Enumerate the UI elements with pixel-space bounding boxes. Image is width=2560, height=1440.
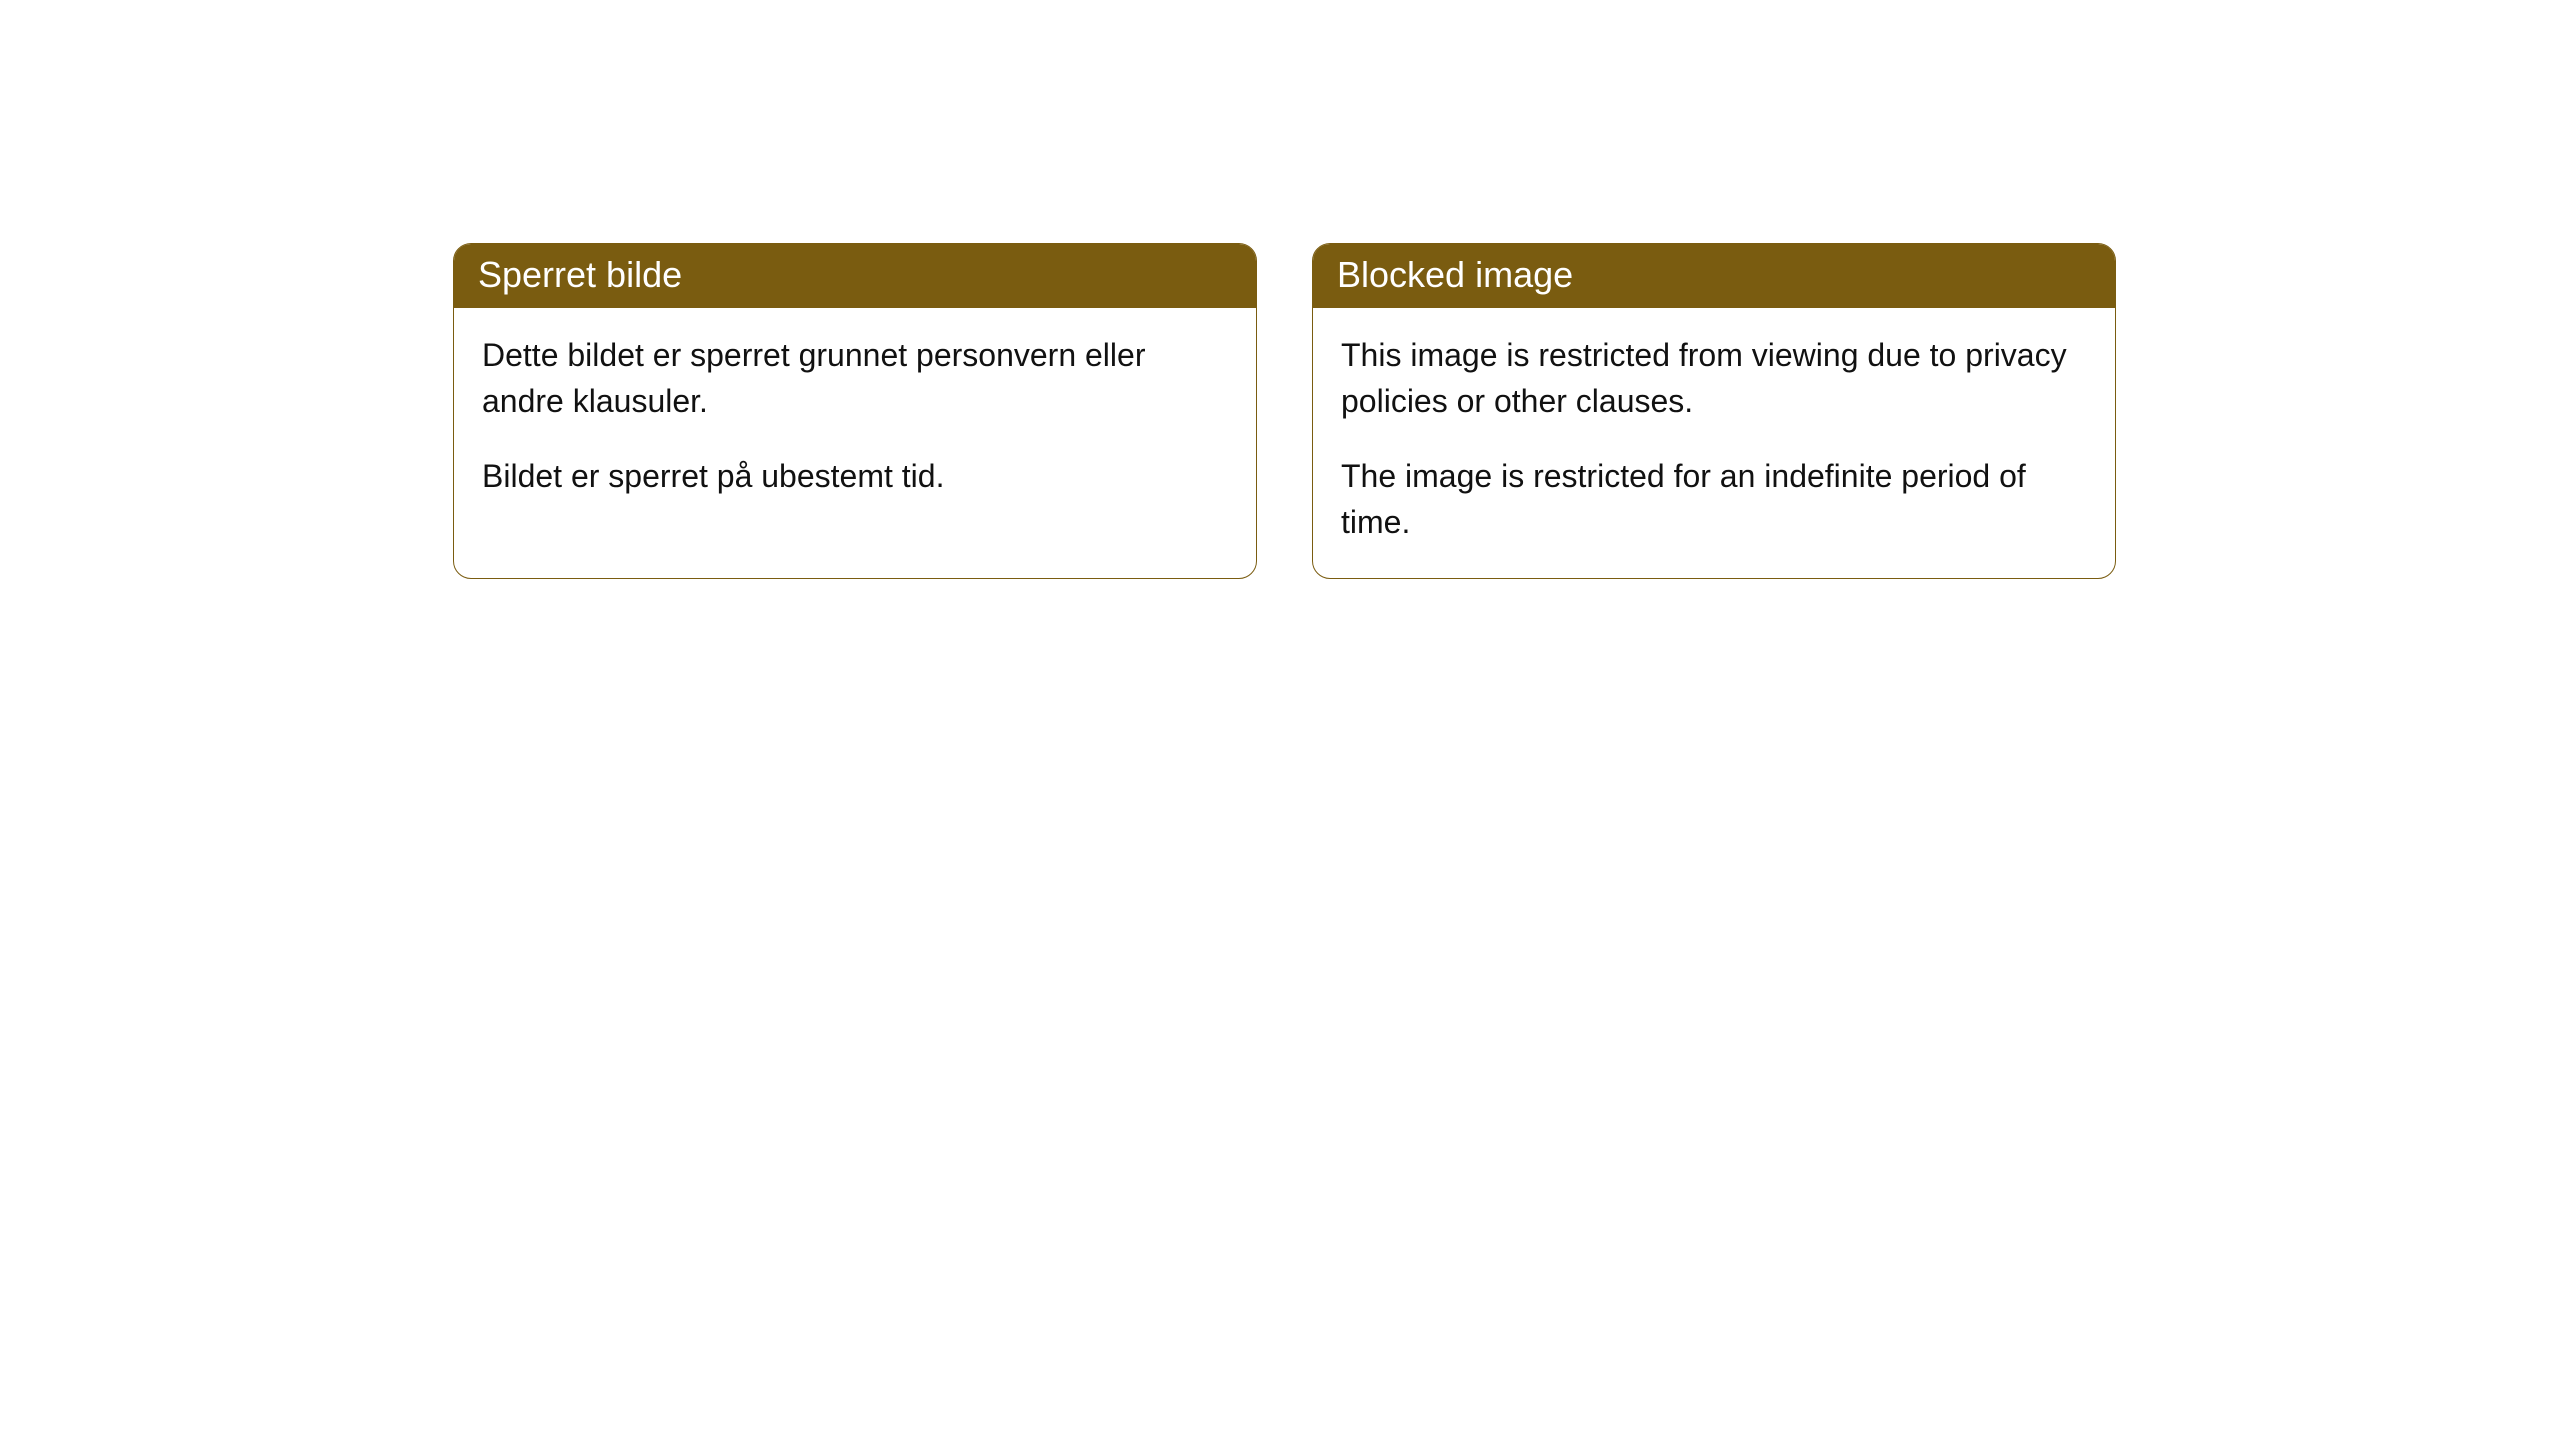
notice-container: Sperret bilde Dette bildet er sperret gr… <box>0 0 2560 579</box>
notice-title: Blocked image <box>1337 254 1573 295</box>
notice-body-english: This image is restricted from viewing du… <box>1313 308 2115 578</box>
notice-paragraph: The image is restricted for an indefinit… <box>1341 453 2087 546</box>
notice-card-norwegian: Sperret bilde Dette bildet er sperret gr… <box>453 243 1257 579</box>
notice-header-english: Blocked image <box>1313 244 2115 308</box>
notice-paragraph: This image is restricted from viewing du… <box>1341 332 2087 425</box>
notice-paragraph: Bildet er sperret på ubestemt tid. <box>482 453 1228 499</box>
notice-title: Sperret bilde <box>478 254 682 295</box>
notice-body-norwegian: Dette bildet er sperret grunnet personve… <box>454 308 1256 531</box>
notice-paragraph: Dette bildet er sperret grunnet personve… <box>482 332 1228 425</box>
notice-card-english: Blocked image This image is restricted f… <box>1312 243 2116 579</box>
notice-header-norwegian: Sperret bilde <box>454 244 1256 308</box>
